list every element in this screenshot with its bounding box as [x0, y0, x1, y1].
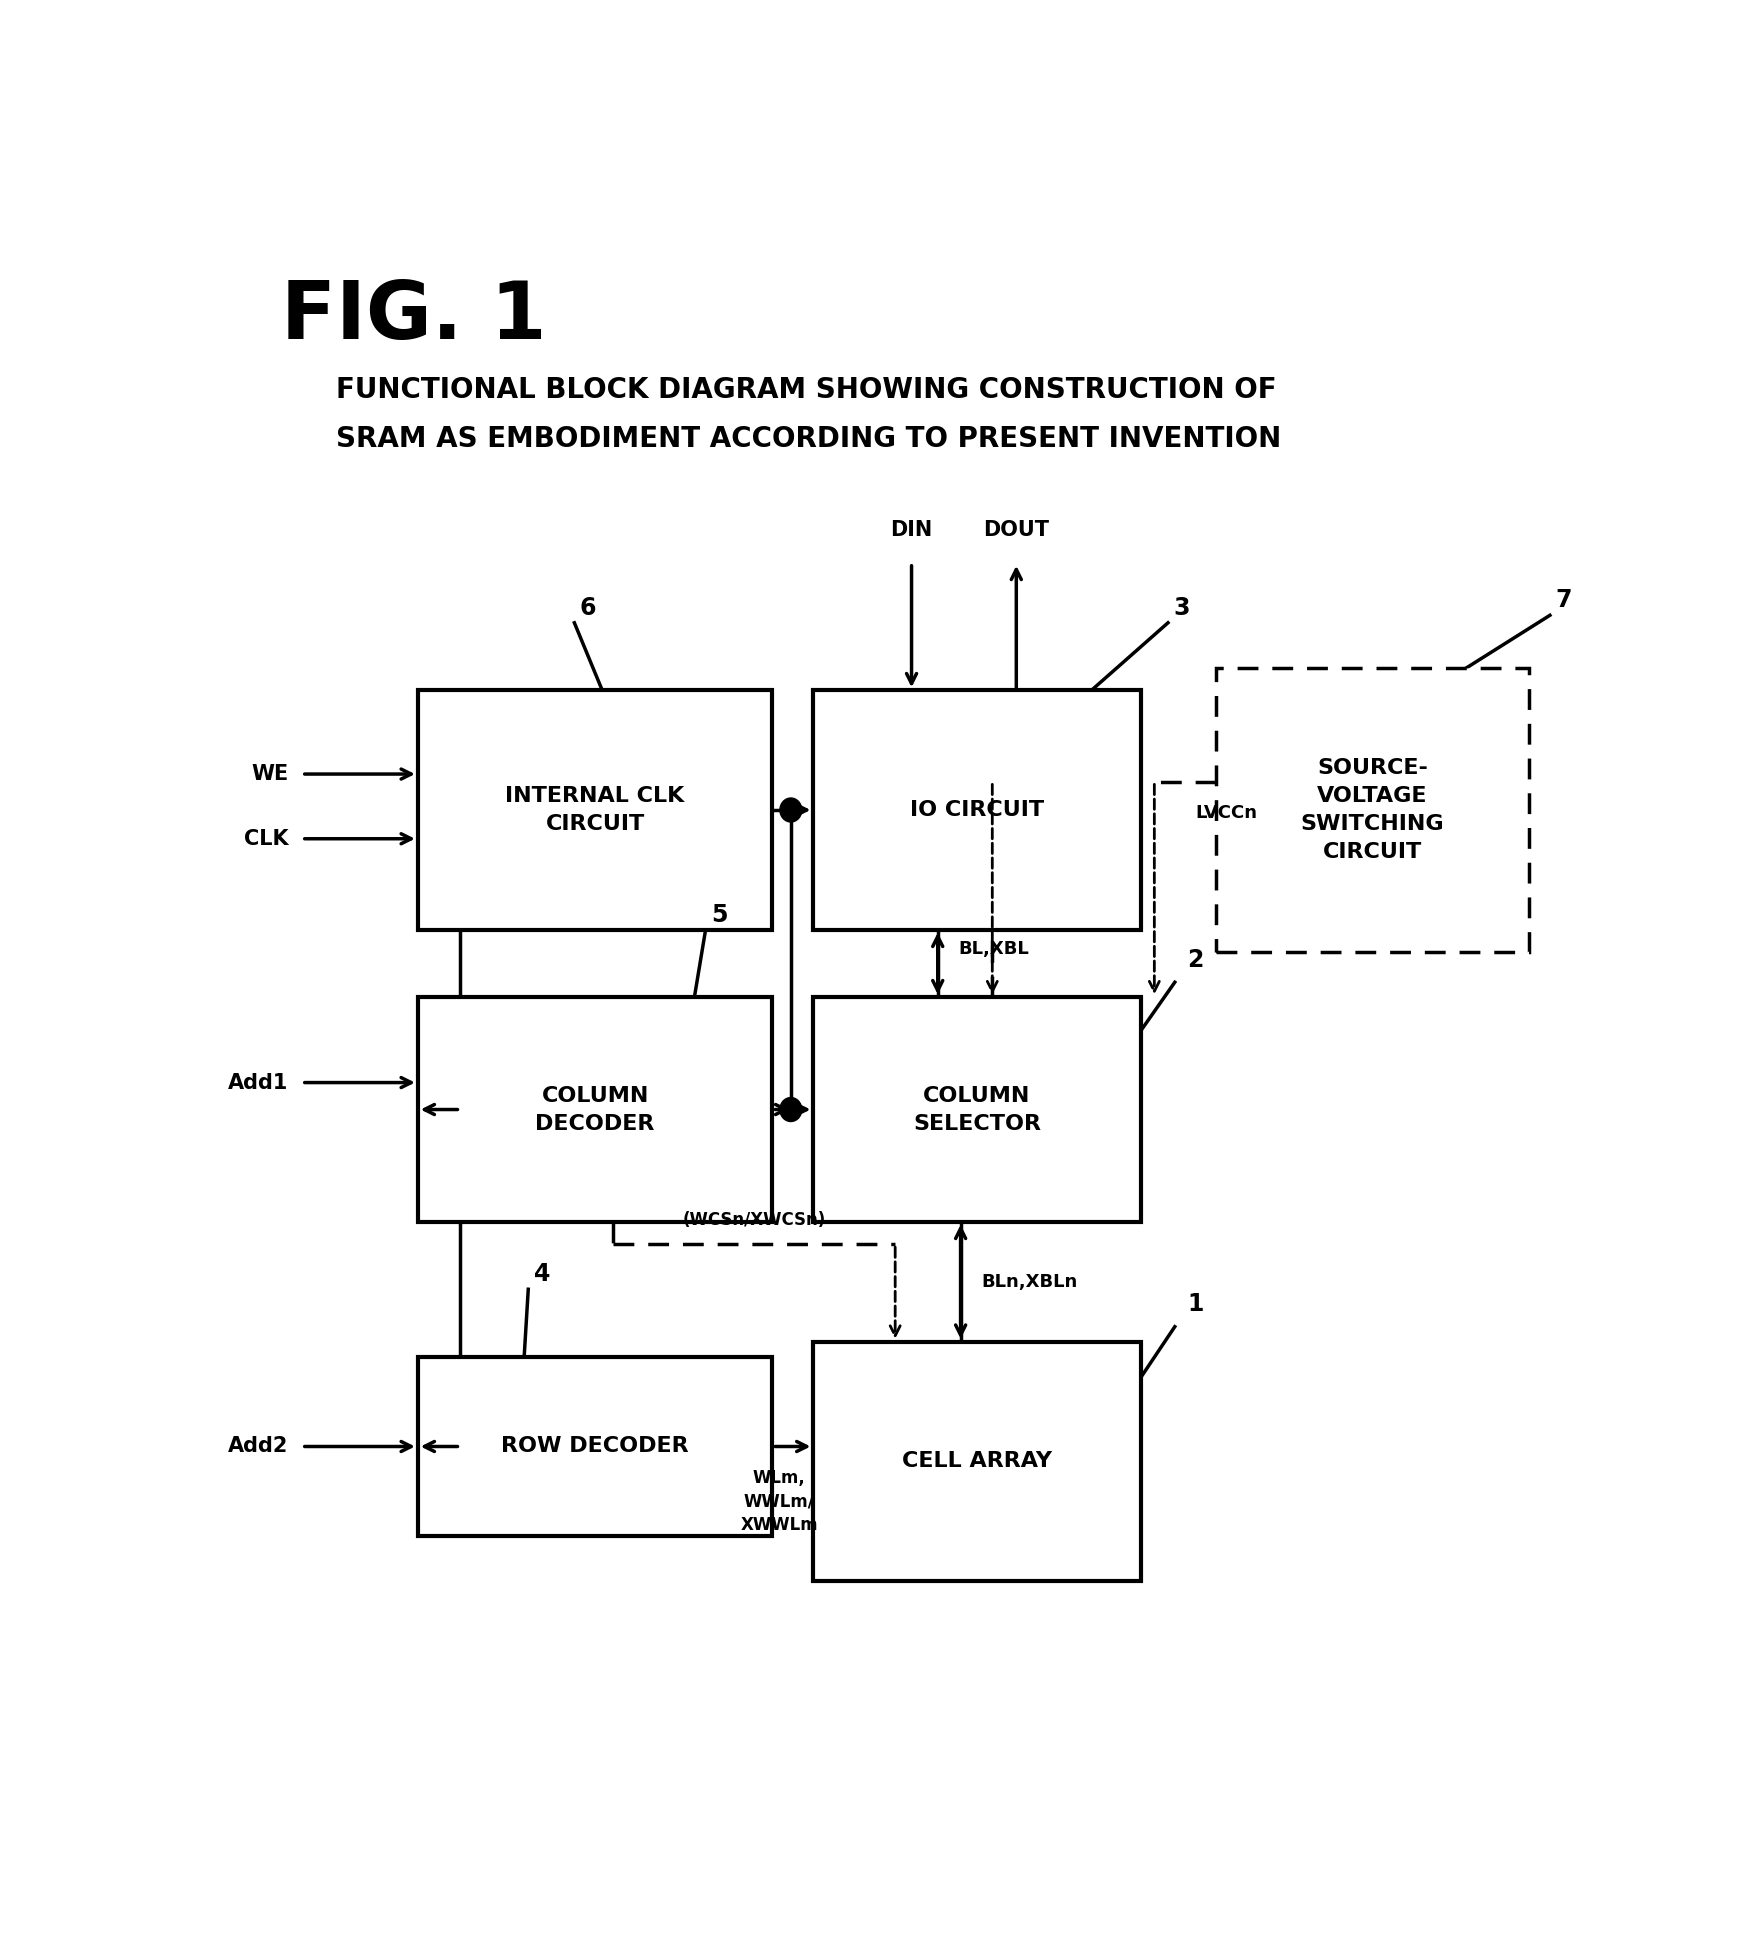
Text: CELL ARRAY: CELL ARRAY [903, 1451, 1052, 1472]
Bar [417, 1358, 773, 1537]
Text: BLn,XBLn: BLn,XBLn [980, 1272, 1077, 1291]
Text: Add2: Add2 [227, 1437, 289, 1457]
Text: 5: 5 [711, 902, 727, 928]
Text: 4: 4 [533, 1262, 551, 1286]
Text: WLm,
WWLm/
XWWLm: WLm, WWLm/ XWWLm [741, 1468, 818, 1535]
Text: SOURCE-
VOLTAGE
SWITCHING
CIRCUIT: SOURCE- VOLTAGE SWITCHING CIRCUIT [1301, 759, 1445, 862]
Bar [813, 1342, 1140, 1581]
Text: Add1: Add1 [227, 1072, 289, 1093]
Text: DIN: DIN [891, 521, 933, 541]
Text: 3: 3 [1174, 595, 1190, 620]
Circle shape [780, 797, 803, 823]
Text: ROW DECODER: ROW DECODER [502, 1437, 688, 1457]
Bar [813, 690, 1140, 930]
Text: FIG. 1: FIG. 1 [282, 278, 547, 356]
Text: INTERNAL CLK
CIRCUIT: INTERNAL CLK CIRCUIT [505, 786, 685, 834]
Text: COLUMN
DECODER: COLUMN DECODER [535, 1085, 655, 1134]
Text: CLK: CLK [243, 829, 289, 848]
Text: DOUT: DOUT [984, 521, 1049, 541]
Text: LVCCn: LVCCn [1195, 803, 1257, 823]
Text: BL,XBL: BL,XBL [957, 939, 1030, 957]
Bar [417, 998, 773, 1221]
Text: 7: 7 [1556, 587, 1572, 613]
Text: FUNCTIONAL BLOCK DIAGRAM SHOWING CONSTRUCTION OF: FUNCTIONAL BLOCK DIAGRAM SHOWING CONSTRU… [336, 375, 1276, 405]
Text: (WCSn/XWCSn): (WCSn/XWCSn) [683, 1212, 825, 1229]
Bar [813, 998, 1140, 1221]
Text: WE: WE [252, 764, 289, 784]
Text: SRAM AS EMBODIMENT ACCORDING TO PRESENT INVENTION: SRAM AS EMBODIMENT ACCORDING TO PRESENT … [336, 426, 1281, 453]
Text: 6: 6 [579, 595, 597, 620]
Text: COLUMN
SELECTOR: COLUMN SELECTOR [913, 1085, 1040, 1134]
Text: IO CIRCUIT: IO CIRCUIT [910, 799, 1044, 821]
Bar [417, 690, 773, 930]
Circle shape [780, 1097, 803, 1122]
Text: 1: 1 [1186, 1291, 1204, 1317]
Bar [1216, 667, 1529, 953]
Text: 2: 2 [1186, 947, 1204, 972]
